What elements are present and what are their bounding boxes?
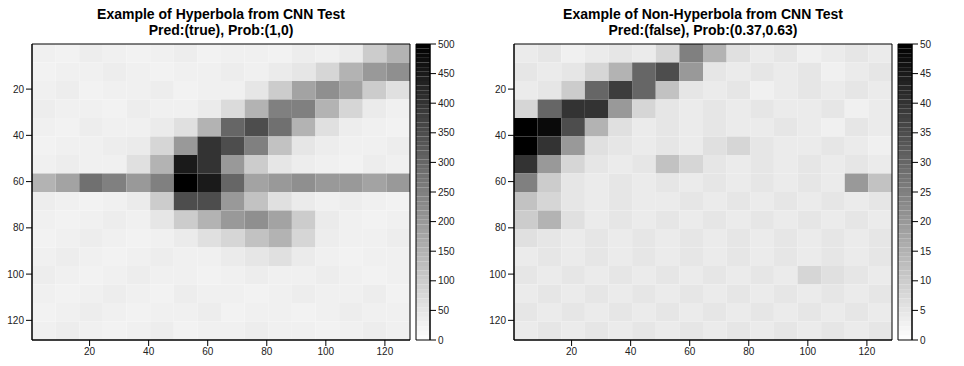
svg-text:60: 60 — [495, 176, 507, 187]
svg-text:150: 150 — [438, 246, 455, 257]
svg-text:20: 20 — [13, 84, 25, 95]
svg-text:35: 35 — [920, 127, 932, 138]
html-text:Example of Non-Hyperbola from: Example of Non-Hyperbola from CNN Test — [563, 6, 843, 22]
svg-text:10: 10 — [920, 275, 932, 286]
html-text:Pred:(false), Prob:(0.37,0.63): Pred:(false), Prob:(0.37,0.63) — [608, 22, 798, 38]
svg-text:20: 20 — [84, 346, 96, 357]
svg-text:120: 120 — [7, 315, 24, 326]
html-text:Pred:(true), Prob:(1,0): Pred:(true), Prob:(1,0) — [148, 22, 294, 38]
svg-text:100: 100 — [489, 269, 506, 280]
svg-text:100: 100 — [438, 275, 455, 286]
svg-text:400: 400 — [438, 98, 455, 109]
svg-text:50: 50 — [438, 305, 450, 316]
svg-text:25: 25 — [920, 187, 932, 198]
svg-text:500: 500 — [438, 39, 455, 50]
svg-text:100: 100 — [7, 269, 24, 280]
svg-text:80: 80 — [495, 222, 507, 233]
svg-text:200: 200 — [438, 216, 455, 227]
svg-text:100: 100 — [799, 346, 816, 357]
svg-text:60: 60 — [13, 176, 25, 187]
svg-text:5: 5 — [920, 305, 926, 316]
svg-text:45: 45 — [920, 68, 932, 79]
svg-text:100: 100 — [317, 346, 334, 357]
svg-text:450: 450 — [438, 68, 455, 79]
svg-text:120: 120 — [489, 315, 506, 326]
svg-text:30: 30 — [920, 157, 932, 168]
svg-text:40: 40 — [920, 98, 932, 109]
html-text:Example of Hyperbola from CNN: Example of Hyperbola from CNN Test — [97, 6, 345, 22]
svg-text:40: 40 — [625, 346, 637, 357]
svg-text:40: 40 — [143, 346, 155, 357]
svg-text:80: 80 — [743, 346, 755, 357]
svg-text:120: 120 — [859, 346, 876, 357]
svg-text:15: 15 — [920, 246, 932, 257]
svg-text:40: 40 — [13, 130, 25, 141]
svg-text:300: 300 — [438, 157, 455, 168]
svg-text:80: 80 — [13, 222, 25, 233]
svg-text:250: 250 — [438, 187, 455, 198]
svg-text:0: 0 — [438, 335, 444, 346]
svg-text:50: 50 — [920, 39, 932, 50]
svg-text:80: 80 — [261, 346, 273, 357]
svg-text:40: 40 — [495, 130, 507, 141]
svg-text:20: 20 — [495, 84, 507, 95]
svg-text:60: 60 — [684, 346, 696, 357]
svg-text:350: 350 — [438, 127, 455, 138]
svg-text:60: 60 — [202, 346, 214, 357]
svg-text:20: 20 — [566, 346, 578, 357]
svg-text:0: 0 — [920, 335, 926, 346]
svg-text:120: 120 — [377, 346, 394, 357]
svg-text:20: 20 — [920, 216, 932, 227]
